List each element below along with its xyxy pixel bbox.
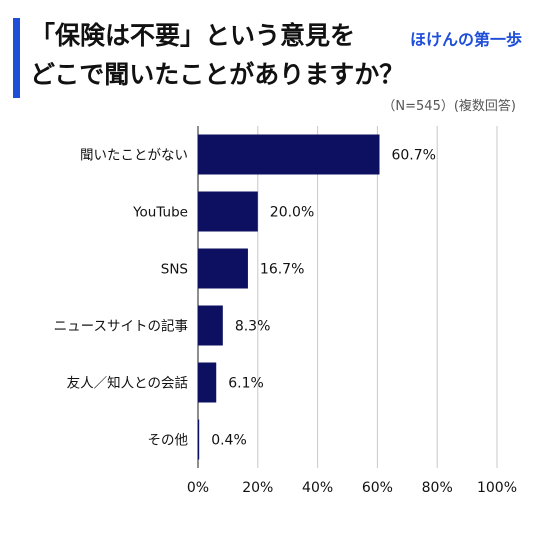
value-label: 60.7% — [391, 148, 435, 164]
chart-title: 「保険は不要」という意見を どこで聞いたことがありますか？ — [30, 16, 405, 94]
category-label: 友人／知人との会話 — [67, 375, 188, 392]
category-label: YouTube — [132, 205, 188, 221]
bar-2 — [198, 248, 248, 289]
x-tick-label: 20% — [242, 480, 273, 496]
value-label: 16.7% — [260, 262, 304, 278]
value-label: 20.0% — [270, 205, 314, 221]
x-tick-label: 60% — [362, 480, 393, 496]
bar-1 — [198, 191, 258, 232]
value-label: 8.3% — [235, 319, 271, 335]
chart-title-line-2: どこで聞いたことがありますか？ — [30, 60, 405, 89]
bar-4 — [198, 362, 217, 403]
title-accent-bar — [13, 18, 20, 98]
category-label: その他 — [148, 433, 189, 449]
chart-title-line-1: 「保険は不要」という意見を — [30, 21, 356, 50]
category-label: SNS — [161, 262, 188, 278]
value-label: 0.4% — [211, 433, 247, 449]
sample-size-note: （N=545）(複数回答) — [382, 99, 516, 114]
value-label: 6.1% — [228, 376, 264, 392]
x-tick-label: 40% — [302, 480, 333, 496]
brand-logo: ほけんの第一歩 — [409, 30, 522, 49]
bar-0 — [198, 134, 380, 175]
bar-5 — [198, 419, 200, 460]
x-tick-label: 100% — [477, 480, 517, 496]
x-tick-label: 80% — [422, 480, 453, 496]
bar-3 — [198, 305, 223, 346]
category-label: 聞いたことがない — [80, 148, 188, 164]
category-label: ニュースサイトの記事 — [54, 318, 188, 335]
x-tick-label: 0% — [187, 480, 209, 496]
